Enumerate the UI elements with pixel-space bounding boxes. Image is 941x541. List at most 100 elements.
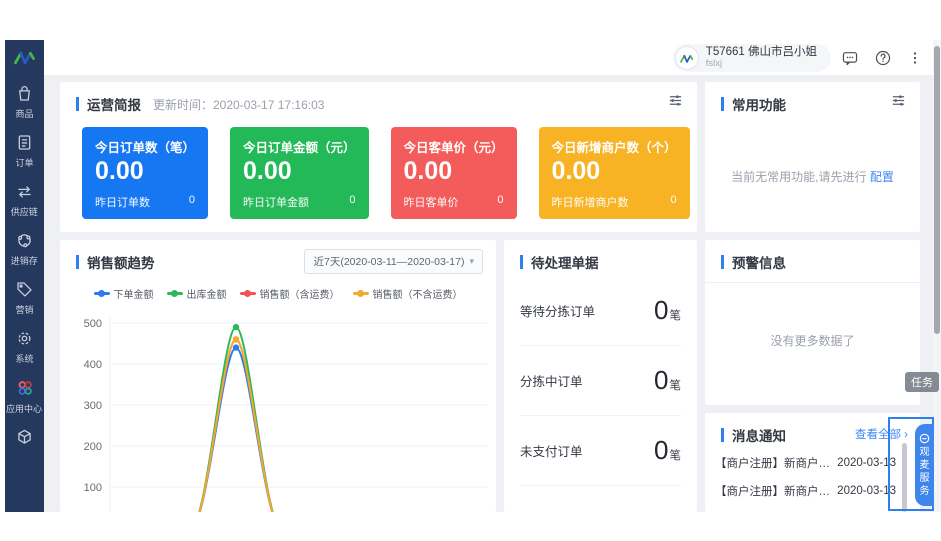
svg-text:500: 500 (84, 318, 102, 330)
card-sub-label: 昨日订单金额 (243, 197, 310, 209)
pending-row-waiting-sort[interactable]: 等待分拣订单 0笔 (520, 276, 681, 346)
user-menu[interactable]: T57661 佛山市吕小姐 fslxj (672, 44, 831, 72)
sidebar-item-label: 订单 (15, 158, 34, 169)
quick-empty-text: 当前无常用功能,请先进行 (731, 170, 867, 184)
svg-text:300: 300 (84, 400, 102, 412)
date-range-value: 近7天(2020-03-11—2020-03-17) (313, 256, 465, 268)
card-sub-label: 昨日客单价 (403, 197, 459, 209)
pending-value: 0 (654, 365, 669, 395)
card-value: 0.00 (95, 157, 144, 185)
sidebar-item-system[interactable]: 系统 (5, 322, 44, 371)
card-value: 0.00 (551, 157, 601, 185)
chat-icon (919, 433, 930, 443)
trend-title: 销售额趋势 (87, 256, 155, 271)
legend-item[interactable]: 销售额（不含运费） (352, 286, 463, 301)
sidebar-item-supply-chain[interactable]: 供应链 (5, 175, 44, 224)
sidebar-item-package[interactable] (5, 421, 44, 453)
sales-trend-chart: 100 200 300 400 500 (84, 315, 488, 512)
user-handle: fslxj (705, 58, 723, 70)
legend-item[interactable]: 销售额（含运费） (239, 286, 340, 301)
task-tab[interactable]: 任务 (905, 372, 939, 392)
notifications-panel: 消息通知 查看全部 › 【商户注册】新商户「523607」 2020-03-13… (705, 413, 920, 512)
chart-legend: 下单金额 出库金额 销售额（含运费） 销售额（不含运费） (60, 286, 496, 301)
title-accent-bar (721, 428, 724, 442)
stat-card-orders[interactable]: 今日订单数（笔） 0.00 昨日订单数 0 (82, 127, 209, 219)
gear-icon (18, 332, 31, 345)
messages-title: 消息通知 (732, 429, 786, 444)
sidebar-item-label: 进销存 (10, 256, 39, 267)
document-icon (18, 135, 31, 150)
svg-text:400: 400 (84, 359, 102, 371)
sidebar-item-label: 商品 (15, 109, 34, 120)
card-title: 今日客单价（元） (403, 141, 504, 155)
card-sub-value: 0 (670, 194, 677, 206)
chevron-down-icon: ▾ (469, 256, 474, 266)
sidebar-item-orders[interactable]: 订单 (5, 126, 44, 175)
notification-item[interactable]: 【商户注册】新商户「523607」 2020-03-13 (715, 457, 896, 470)
svg-text:200: 200 (84, 441, 102, 453)
card-title: 今日新增商户数（个） (551, 141, 677, 155)
alerts-empty-text: 没有更多数据了 (770, 334, 855, 348)
pending-value: 0 (654, 435, 669, 465)
card-title: 今日订单金额（元） (243, 141, 356, 155)
alerts-panel: 预警信息 没有更多数据了 (705, 240, 920, 405)
sidebar-item-marketing[interactable]: 营销 (5, 273, 44, 322)
quick-title: 常用功能 (732, 98, 786, 113)
notification-date: 2020-03-13 (837, 457, 896, 469)
guanmai-service-button[interactable]: 观 麦 服 务 (915, 424, 934, 506)
sidebar-item-label: 营销 (15, 305, 34, 316)
feedback-icon[interactable] (841, 49, 859, 67)
quick-functions-panel: 常用功能 当前无常用功能,请先进行 配置 (705, 82, 920, 232)
card-sub-value: 0 (188, 194, 196, 206)
stat-card-order-amount[interactable]: 今日订单金额（元） 0.00 昨日订单金额 0 (230, 127, 369, 219)
quick-settings-icon[interactable] (891, 93, 906, 113)
configure-link[interactable]: 配置 (869, 170, 894, 184)
sidebar-item-label: 系统 (15, 354, 34, 365)
sidebar-item-app-center[interactable]: 应用中心 (5, 371, 44, 421)
stat-card-avg-price[interactable]: 今日客单价（元） 0.00 昨日客单价 0 (390, 127, 517, 219)
pending-value: 0 (654, 295, 669, 325)
title-accent-bar (76, 97, 79, 111)
more-menu-icon[interactable] (907, 49, 923, 67)
pending-documents-panel: 待处理单据 等待分拣订单 0笔 分拣中订单 0笔 未支付订单 0笔 (504, 240, 697, 512)
package-icon (18, 429, 31, 444)
card-sub-label: 昨日订单数 (95, 197, 150, 209)
legend-item[interactable]: 下单金额 (93, 286, 154, 301)
help-icon[interactable] (874, 49, 892, 67)
brief-title: 运营简报 (87, 98, 141, 113)
alerts-title: 预警信息 (732, 256, 786, 271)
user-name: T57661 佛山市吕小姐 (705, 46, 817, 59)
pending-row-sorting[interactable]: 分拣中订单 0笔 (520, 346, 681, 416)
date-range-select[interactable]: 近7天(2020-03-11—2020-03-17) ▾ (304, 249, 483, 274)
panel-scrollbar-thumb[interactable] (902, 443, 907, 512)
topbar: T57661 佛山市吕小姐 fslxj (44, 40, 941, 76)
sidebar-item-goods[interactable]: 商品 (5, 77, 44, 126)
swap-arrows-icon (18, 186, 31, 198)
title-accent-bar (76, 255, 79, 269)
view-all-link[interactable]: 查看全部 › (854, 429, 908, 441)
title-accent-bar (721, 255, 724, 269)
title-accent-bar (721, 97, 724, 111)
sidebar-item-label: 供应链 (10, 207, 39, 218)
card-value: 0.00 (403, 157, 453, 185)
title-accent-bar (520, 255, 523, 269)
notification-date: 2020-03-13 (837, 485, 896, 497)
app-center-icon (18, 381, 32, 395)
sidebar-item-inventory[interactable]: 进销存 (5, 224, 44, 273)
notification-item[interactable]: 【商户注册】新商户「13539330 2020-03-13 (715, 485, 896, 498)
svg-text:100: 100 (84, 482, 102, 494)
stat-card-new-merchants[interactable]: 今日新增商户数（个） 0.00 昨日新增商户数 0 (538, 127, 690, 219)
sales-trend-panel: 销售额趋势 近7天(2020-03-11—2020-03-17) ▾ 下单金额 … (60, 240, 496, 512)
cluster-icon (18, 234, 31, 248)
card-title: 今日订单数（笔） (95, 141, 196, 155)
app-logo-icon[interactable] (12, 49, 38, 71)
avatar (674, 46, 699, 70)
page-scrollbar-thumb[interactable] (934, 46, 940, 334)
brief-settings-icon[interactable] (668, 93, 683, 113)
operations-brief-panel: 运营简报 更新时间：2020-03-17 17:16:03 今日订单数（笔） 0… (60, 82, 697, 232)
pending-row-unpaid[interactable]: 未支付订单 0笔 (520, 416, 681, 486)
bag-icon (19, 86, 30, 101)
card-sub-value: 0 (497, 194, 504, 206)
legend-item[interactable]: 出库金额 (166, 286, 227, 301)
pending-title: 待处理单据 (531, 256, 599, 271)
